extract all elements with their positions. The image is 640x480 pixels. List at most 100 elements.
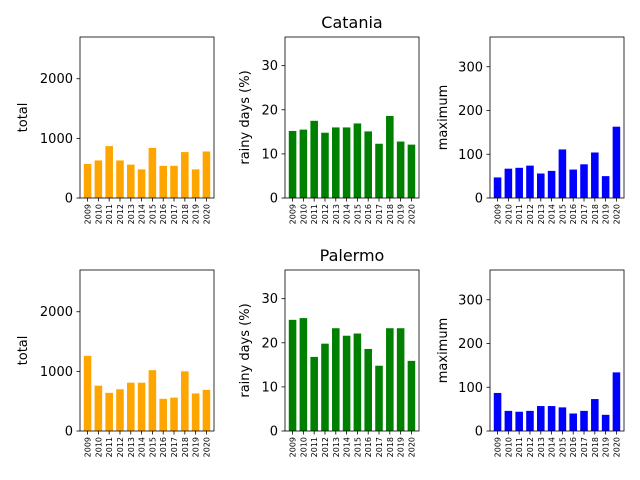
bar-catania-total-2017: [170, 165, 178, 198]
x-tick-label: 2014: [548, 437, 557, 457]
x-tick-label: 2019: [602, 204, 611, 224]
axes-frame: [284, 269, 420, 432]
x-tick-label: 2020: [202, 204, 211, 224]
y-axis-label: maximum: [436, 318, 451, 384]
x-tick-label: 2010: [299, 437, 308, 457]
x-tick-label: 2013: [127, 204, 136, 224]
x-tick-label: 2009: [494, 437, 503, 457]
x-tick-label: 2016: [159, 437, 168, 457]
x-tick-label: 2015: [558, 204, 567, 224]
x-tick-label: 2018: [386, 204, 395, 224]
y-tick-label: 30: [261, 292, 278, 307]
x-tick-label: 2016: [159, 204, 168, 224]
bar-palermo-maximum-2011: [515, 411, 523, 431]
y-axis-label: total: [16, 103, 31, 133]
bar-catania-rainy-days-2014: [342, 127, 351, 198]
bar-palermo-rainy-days-2010: [299, 318, 308, 431]
y-tick-label: 2000: [40, 72, 73, 87]
x-tick-label: 2010: [504, 204, 513, 224]
x-tick-label: 2017: [375, 437, 384, 457]
bar-palermo-total-2012: [116, 389, 124, 431]
x-tick-label: 2011: [515, 437, 524, 457]
bar-catania-maximum-2016: [569, 169, 577, 198]
bar-palermo-total-2015: [148, 370, 157, 431]
bar-catania-total-2019: [191, 169, 200, 198]
x-tick-label: 2013: [127, 437, 136, 457]
bar-palermo-rainy-days-2016: [364, 348, 372, 431]
bar-catania-total-2016: [159, 165, 167, 198]
bar-catania-maximum-2010: [504, 168, 513, 198]
x-tick-label: 2019: [192, 437, 201, 457]
y-tick-label: 10: [261, 147, 278, 162]
x-tick-label: 2019: [192, 204, 201, 224]
bar-palermo-total-2011: [105, 392, 113, 431]
x-tick-label: 2010: [504, 437, 513, 457]
bar-palermo-total-2020: [202, 389, 211, 431]
y-tick-label: 20: [261, 103, 278, 118]
x-tick-label: 2011: [105, 204, 114, 224]
y-tick-label: 0: [270, 192, 278, 207]
x-tick-label: 2009: [289, 437, 298, 457]
y-tick-label: 30: [261, 59, 278, 74]
bar-palermo-maximum-2015: [558, 407, 567, 432]
bar-catania-total-2020: [202, 151, 211, 198]
x-tick-label: 2020: [612, 204, 621, 224]
bar-palermo-rainy-days-2015: [353, 333, 362, 431]
x-tick-label: 2018: [591, 204, 600, 224]
x-tick-label: 2012: [526, 204, 535, 224]
x-tick-label: 2019: [397, 437, 406, 457]
x-tick-label: 2019: [397, 204, 406, 224]
x-tick-label: 2009: [289, 204, 298, 224]
x-tick-label: 2016: [569, 204, 578, 224]
x-tick-label: 2017: [170, 437, 179, 457]
bar-palermo-total-2009: [83, 355, 92, 431]
bar-catania-maximum-2014: [547, 170, 556, 199]
panel-title: Palermo: [320, 246, 385, 265]
x-tick-label: 2009: [84, 204, 93, 224]
bar-catania-maximum-2012: [526, 165, 534, 199]
x-tick-label: 2015: [148, 437, 157, 457]
x-tick-label: 2013: [332, 204, 341, 224]
bar-palermo-maximum-2012: [526, 410, 534, 432]
y-tick-label: 2000: [40, 305, 73, 320]
x-tick-label: 2009: [494, 204, 503, 224]
x-tick-label: 2012: [526, 437, 535, 457]
bar-catania-rainy-days-2017: [375, 143, 383, 198]
bar-catania-rainy-days-2016: [364, 131, 372, 198]
x-tick-label: 2020: [202, 437, 211, 457]
x-tick-label: 2015: [353, 204, 362, 224]
bar-catania-total-2014: [137, 169, 146, 198]
x-tick-label: 2011: [515, 204, 524, 224]
y-tick-label: 200: [458, 337, 483, 352]
bar-palermo-rainy-days-2020: [407, 360, 416, 431]
x-tick-label: 2010: [299, 204, 308, 224]
x-tick-label: 2012: [321, 204, 330, 224]
y-tick-label: 300: [458, 293, 483, 308]
x-tick-label: 2010: [94, 437, 103, 457]
bar-palermo-total-2019: [191, 393, 200, 431]
bar-catania-rainy-days-2018: [386, 115, 394, 198]
x-tick-label: 2011: [310, 437, 319, 457]
axes-frame: [79, 36, 215, 199]
bar-catania-total-2018: [181, 152, 189, 198]
y-tick-label: 0: [65, 192, 73, 207]
bar-palermo-rainy-days-2018: [386, 328, 394, 431]
x-tick-label: 2015: [353, 437, 362, 457]
x-tick-label: 2018: [181, 437, 190, 457]
x-tick-label: 2014: [138, 204, 147, 224]
bar-palermo-total-2017: [170, 397, 178, 431]
x-tick-label: 2014: [343, 437, 352, 457]
x-tick-label: 2013: [537, 204, 546, 224]
x-tick-label: 2020: [612, 437, 621, 457]
bar-palermo-maximum-2014: [547, 406, 556, 431]
x-tick-label: 2009: [84, 437, 93, 457]
x-tick-label: 2019: [602, 437, 611, 457]
x-tick-label: 2013: [537, 437, 546, 457]
x-tick-label: 2012: [321, 437, 330, 457]
bar-palermo-maximum-2010: [504, 410, 513, 432]
bar-catania-total-2013: [127, 164, 135, 198]
